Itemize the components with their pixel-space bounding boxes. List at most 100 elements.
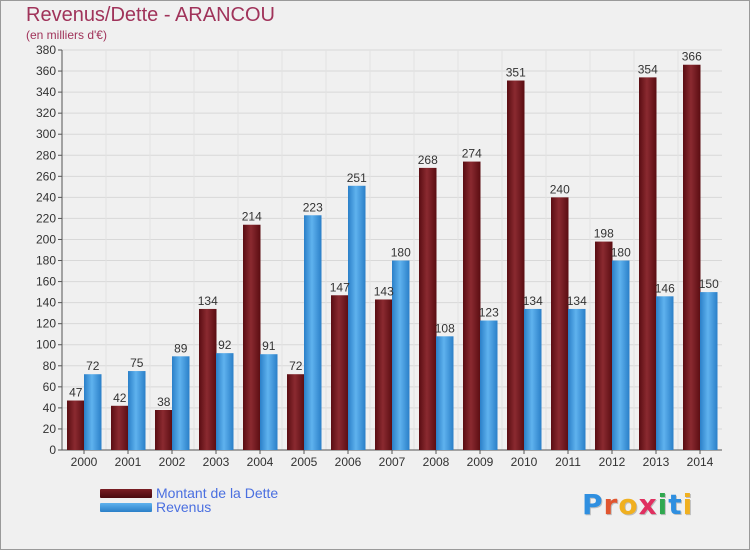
- y-tick-label: 20: [43, 422, 57, 436]
- data-label: 134: [523, 294, 543, 308]
- data-label: 198: [594, 227, 614, 241]
- data-label: 42: [113, 391, 127, 405]
- bar-revenue: [612, 260, 630, 450]
- bar-revenue: [436, 336, 454, 450]
- logo-letter: i: [682, 488, 694, 521]
- data-label: 91: [262, 339, 276, 353]
- legend-swatch-revenue: [100, 502, 152, 512]
- y-tick-label: 300: [36, 127, 56, 141]
- x-tick-label: 2000: [71, 455, 98, 469]
- bar-debt: [375, 299, 393, 450]
- bar-revenue: [480, 320, 498, 450]
- data-label: 123: [479, 306, 499, 320]
- proxiti-logo: Proxiti: [582, 488, 693, 521]
- bar-revenue: [568, 308, 586, 450]
- x-tick-label: 2004: [247, 455, 274, 469]
- y-tick-label: 260: [36, 169, 56, 183]
- y-tick-label: 100: [36, 338, 56, 352]
- y-tick-label: 240: [36, 190, 56, 204]
- y-tick-label: 60: [43, 380, 57, 394]
- bar-revenue: [656, 296, 674, 450]
- bar-debt: [199, 308, 217, 450]
- bar-debt: [551, 197, 569, 450]
- bar-revenue: [348, 185, 366, 450]
- data-label: 223: [303, 200, 323, 214]
- data-label: 274: [462, 147, 482, 161]
- data-label: 92: [218, 338, 232, 352]
- y-tick-label: 120: [36, 317, 56, 331]
- bar-revenue: [260, 354, 278, 450]
- data-label: 366: [682, 50, 702, 64]
- data-label: 89: [174, 341, 188, 355]
- data-label: 251: [347, 171, 367, 185]
- y-tick-label: 0: [49, 443, 56, 457]
- bar-revenue: [84, 374, 102, 450]
- legend-swatch-debt: [100, 488, 152, 498]
- bar-revenue: [524, 308, 542, 450]
- logo-letter: x: [638, 488, 658, 521]
- data-label: 38: [157, 395, 171, 409]
- y-tick-label: 340: [36, 85, 56, 99]
- y-tick-label: 200: [36, 232, 56, 246]
- x-tick-label: 2006: [335, 455, 362, 469]
- y-tick-label: 280: [36, 148, 56, 162]
- data-label: 108: [435, 321, 455, 335]
- legend: Montant de la Dette Revenus: [100, 485, 279, 515]
- logo-letter: P: [582, 488, 604, 521]
- chart-title: Revenus/Dette - ARANCOU: [26, 4, 275, 26]
- x-tick-label: 2001: [115, 455, 142, 469]
- y-tick-label: 160: [36, 275, 56, 289]
- data-label: 351: [506, 66, 526, 80]
- data-label: 72: [289, 359, 303, 373]
- bar-debt: [111, 405, 129, 450]
- x-tick-label: 2013: [643, 455, 670, 469]
- bar-revenue: [172, 356, 190, 450]
- x-tick-label: 2011: [555, 455, 581, 469]
- data-label: 354: [638, 62, 658, 76]
- chart-subtitle: (en milliers d'€): [26, 28, 107, 42]
- x-tick-label: 2009: [467, 455, 494, 469]
- x-tick-label: 2003: [203, 455, 230, 469]
- bar-debt: [67, 400, 85, 450]
- data-label: 180: [391, 246, 411, 260]
- bar-debt: [463, 161, 481, 450]
- y-tick-label: 360: [36, 64, 56, 78]
- legend-item-revenue: Revenus: [100, 499, 278, 515]
- y-tick-label: 40: [43, 401, 57, 415]
- y-tick-label: 380: [36, 43, 56, 57]
- x-tick-label: 2005: [291, 455, 318, 469]
- legend-label-debt: Montant de la Dette: [156, 485, 279, 501]
- bar-debt: [155, 410, 173, 450]
- bar-debt: [287, 374, 305, 450]
- logo-letter: i: [657, 488, 669, 521]
- bar-debt: [639, 77, 657, 451]
- bars: [67, 64, 718, 451]
- data-label: 150: [699, 277, 719, 291]
- y-tick-label: 180: [36, 254, 56, 268]
- data-label: 147: [330, 280, 350, 294]
- bar-debt: [683, 64, 701, 450]
- data-label: 72: [86, 359, 100, 373]
- data-labels: 4772427538891349221491722231472511431802…: [69, 50, 719, 409]
- data-label: 240: [550, 182, 570, 196]
- x-tick-label: 2008: [423, 455, 450, 469]
- data-label: 180: [611, 246, 631, 260]
- x-tick-label: 2007: [379, 455, 406, 469]
- data-label: 268: [418, 153, 438, 167]
- bar-revenue: [216, 353, 234, 450]
- y-tick-label: 140: [36, 296, 56, 310]
- x-tick-label: 2012: [599, 455, 626, 469]
- bar-revenue: [128, 371, 146, 450]
- legend-item-debt: Montant de la Dette: [100, 485, 279, 501]
- data-label: 146: [655, 281, 675, 295]
- logo-letter: r: [603, 488, 619, 521]
- logo-letter: o: [618, 488, 639, 521]
- y-tick-label: 220: [36, 211, 56, 225]
- x-tick-label: 2014: [687, 455, 714, 469]
- x-tick-label: 2010: [511, 455, 538, 469]
- data-label: 134: [198, 294, 218, 308]
- bar-debt: [419, 167, 437, 451]
- data-label: 143: [374, 284, 394, 298]
- bar-revenue: [392, 260, 410, 450]
